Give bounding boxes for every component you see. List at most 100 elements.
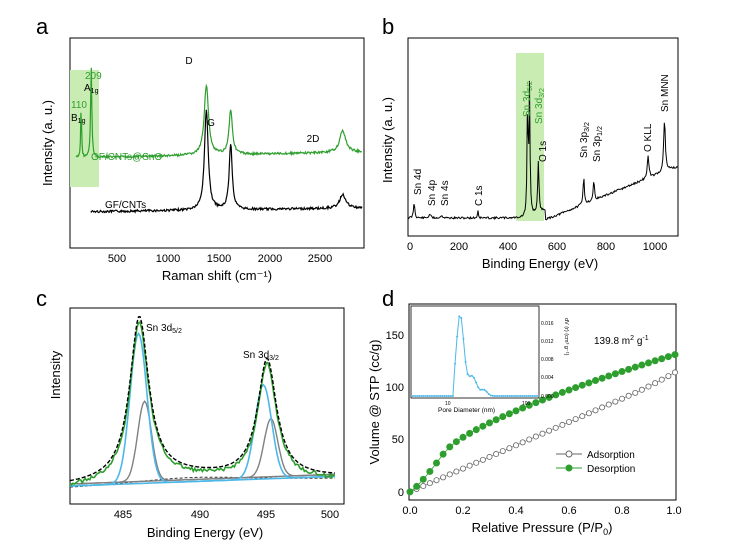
inset-pore-point — [510, 395, 513, 397]
inset-pore-point — [412, 395, 414, 397]
inset-pore-point — [437, 395, 440, 397]
inset-pore-point — [428, 395, 431, 397]
adsorption-point — [486, 453, 493, 460]
label-peak-110: 110 — [71, 100, 87, 111]
tick-d-0.8: 0.8 — [614, 505, 629, 517]
adsorption-point — [665, 373, 672, 380]
tick-d-y50: 50 — [392, 434, 404, 446]
x-ticks-c: 485 490 495 500 — [114, 509, 339, 521]
desorption-point — [459, 433, 467, 441]
desorption-point — [605, 372, 613, 380]
x-ticks-d: 0.0 0.2 0.4 0.6 0.8 1.0 — [402, 505, 681, 517]
inset-pore-points — [412, 315, 538, 397]
adsorption-point — [619, 395, 626, 402]
adsorption-point — [638, 386, 645, 393]
inset-pore-point — [517, 395, 520, 397]
panel-letter-d: d — [382, 286, 394, 311]
inset-pore-point — [512, 395, 515, 397]
inset-ytick-4: 0.016 — [541, 321, 554, 327]
adsorption-point — [625, 392, 632, 399]
inset-pore-point — [483, 388, 486, 391]
adsorption-point — [566, 418, 573, 425]
y-axis-label-d: Volume @ STP (cc/g) — [367, 340, 382, 465]
label-sn-4p: Sn 4p — [427, 179, 438, 206]
inset-pore-point — [481, 388, 484, 391]
desorption-point — [406, 488, 414, 496]
tick-b-600: 600 — [548, 241, 566, 253]
series-desorption — [406, 351, 679, 496]
desorption-point — [585, 379, 593, 387]
adsorption-point — [420, 483, 427, 490]
adsorption-point — [466, 462, 473, 469]
x-axis-label-c: Binding Energy (eV) — [147, 525, 263, 540]
inset-pore-point — [445, 395, 448, 397]
tick-a-500: 500 — [108, 253, 126, 265]
inset-pore-point — [456, 335, 459, 338]
inset-pore-point — [533, 395, 536, 397]
inset-x-label: Pore Diameter (nm) — [438, 407, 495, 414]
legend-label-gf-cnts-sno: GF/CNTs@SnO — [91, 152, 162, 163]
inset-pore-point — [523, 395, 526, 397]
fit-envelope-dashed — [69, 315, 335, 482]
plot-frame-d — [408, 303, 677, 501]
adsorption-point — [526, 436, 533, 443]
adsorption-point — [632, 389, 639, 396]
label-2d-band: 2D — [307, 134, 320, 145]
legend-marker-desorption — [565, 464, 573, 472]
adsorption-point — [473, 459, 480, 466]
tick-d-y100: 100 — [386, 382, 404, 394]
label-sn-3d52-c: Sn 3d5/2 — [146, 323, 182, 335]
inset-pore-point — [525, 395, 528, 397]
adsorption-point — [559, 421, 566, 428]
inset-tick-100: 100 — [522, 401, 531, 407]
inset-pore-point — [498, 395, 501, 397]
tick-a-2500: 2500 — [308, 253, 332, 265]
inset-pore-point — [472, 376, 475, 379]
desorption-point — [638, 361, 646, 369]
inset-pore-point — [464, 360, 467, 363]
inset-pore-point — [475, 381, 478, 384]
desorption-point — [572, 384, 580, 392]
tick-d-y150: 150 — [386, 330, 404, 342]
y-axis-label-c: Intensity — [48, 350, 63, 399]
desorption-point — [439, 450, 447, 458]
tick-a-1000: 1000 — [156, 253, 180, 265]
fit-peak-gray-2 — [69, 417, 335, 485]
inset-pore-point — [500, 395, 503, 397]
desorption-point — [499, 413, 507, 421]
adsorption-point — [645, 383, 652, 390]
desorption-point — [645, 359, 652, 367]
inset-pore-point — [430, 395, 433, 397]
legend-label-adsorption: Adsorption — [587, 450, 635, 461]
label-c-1s: C 1s — [474, 185, 485, 206]
x-axis-label-b: Binding Energy (eV) — [482, 256, 598, 271]
highlight-region-a — [70, 70, 99, 187]
panel-b: b 0 200 400 600 800 1000 Binding Energy … — [380, 14, 679, 271]
xps-survey-line — [407, 80, 678, 221]
inset-pore-point — [418, 395, 421, 397]
label-d-band: D — [185, 56, 192, 67]
adsorption-point — [493, 451, 500, 458]
label-sn-mnn: Sn MNN — [660, 74, 671, 112]
x-axis-label-a: Raman shift (cm⁻¹) — [162, 268, 272, 283]
inset-pore-point — [460, 316, 463, 319]
tick-d-1.0: 1.0 — [666, 505, 681, 517]
desorption-point — [419, 475, 427, 483]
inset-pore-point — [519, 395, 522, 397]
adsorption-point — [599, 404, 606, 411]
inset-pore-point — [426, 395, 429, 397]
tick-b-400: 400 — [499, 241, 517, 253]
inset-pore-point — [420, 395, 423, 397]
series-line-gf-cnts — [90, 109, 363, 214]
tick-d-y0: 0 — [398, 487, 404, 499]
tick-c-485: 485 — [114, 509, 132, 521]
inset-pore-point — [485, 390, 488, 393]
inset-y-label: dV (r) (cm³ g⁻¹) — [563, 318, 569, 356]
legend-d: Adsorption Desorption — [556, 450, 635, 475]
adsorption-point — [499, 448, 506, 455]
desorption-point — [625, 365, 633, 373]
inset-pore-point — [493, 394, 496, 397]
adsorption-point — [585, 410, 592, 417]
y-axis-label-b: Intensity (a. u.) — [380, 97, 395, 183]
inset-pore-point — [435, 395, 438, 397]
